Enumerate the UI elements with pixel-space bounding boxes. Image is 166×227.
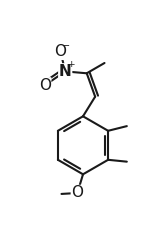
- Text: +: +: [67, 60, 75, 69]
- Text: O: O: [39, 78, 51, 93]
- Text: O: O: [55, 44, 67, 59]
- Text: N: N: [59, 64, 72, 79]
- Text: −: −: [62, 41, 70, 51]
- Text: O: O: [71, 185, 83, 200]
